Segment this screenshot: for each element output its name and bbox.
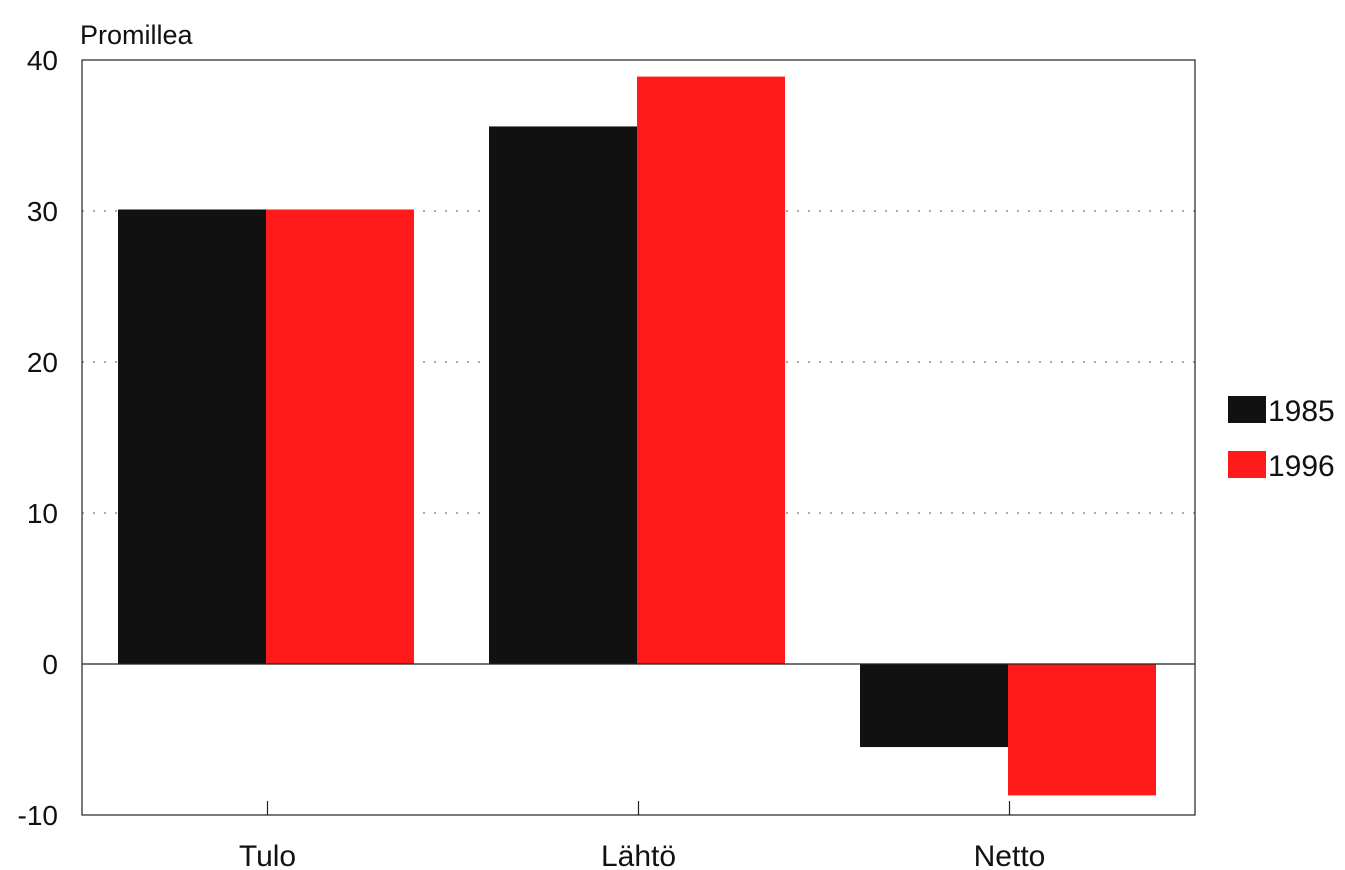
bar-tulo-1996 [266, 209, 414, 665]
y-tick-label: 40 [27, 45, 58, 76]
y-tick-label: 30 [27, 196, 58, 227]
x-category-label: Tulo [239, 840, 296, 870]
legend-label-1996: 1996 [1268, 450, 1335, 483]
legend: 1985 1996 [1228, 395, 1335, 483]
legend-label-1985: 1985 [1268, 395, 1335, 428]
y-tick-label: -10 [18, 800, 58, 831]
x-category-label: Lähtö [601, 840, 676, 870]
bar-netto-1985 [860, 664, 1008, 748]
bars [118, 76, 1156, 796]
x-axis-categories: Tulo Lähtö Netto [239, 801, 1045, 870]
y-tick-label: 10 [27, 498, 58, 529]
bar-lähtö-1996 [637, 76, 785, 665]
legend-swatch-1985 [1228, 396, 1266, 423]
y-tick-label: 0 [42, 649, 58, 680]
bar-netto-1996 [1008, 664, 1156, 796]
legend-swatch-1996 [1228, 451, 1266, 478]
bar-tulo-1985 [118, 209, 266, 665]
bar-lähtö-1985 [489, 126, 637, 664]
x-category-label: Netto [974, 840, 1046, 870]
y-tick-label: 20 [27, 347, 58, 378]
y-axis-label: Promillea [80, 20, 194, 50]
y-axis-ticks: -10 0 10 20 30 40 [18, 45, 58, 831]
